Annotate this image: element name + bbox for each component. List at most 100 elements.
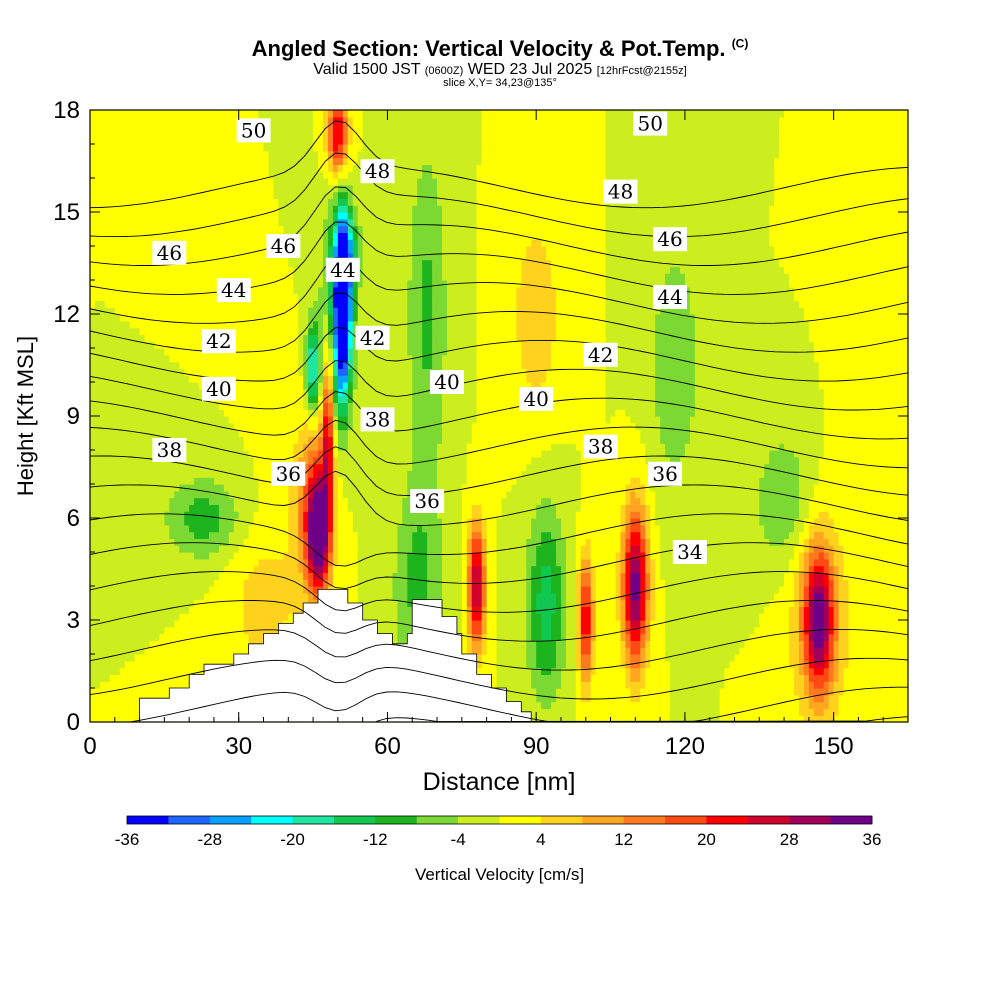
- velocity-cell: [233, 524, 240, 533]
- velocity-cell: [635, 545, 641, 553]
- velocity-cell: [556, 538, 562, 546]
- velocity-cell: [516, 599, 522, 607]
- velocity-cell: [253, 633, 260, 641]
- velocity-cell: [694, 667, 701, 675]
- velocity-cell: [233, 633, 240, 641]
- velocity-cell: [114, 558, 121, 567]
- velocity-cell: [268, 558, 275, 567]
- velocity-cell: [838, 538, 845, 546]
- velocity-cell: [665, 667, 671, 675]
- velocity-cell: [496, 654, 503, 662]
- velocity-cell: [551, 613, 557, 621]
- velocity-cell: [124, 701, 131, 709]
- velocity-cell: [456, 572, 463, 580]
- velocity-cell: [223, 599, 230, 607]
- velocity-cell: [521, 538, 527, 546]
- velocity-cell: [169, 592, 175, 601]
- velocity-cell: [94, 694, 101, 703]
- velocity-cell: [367, 545, 374, 553]
- velocity-cell: [784, 606, 790, 614]
- velocity-cell: [585, 626, 592, 635]
- velocity-cell: [903, 538, 909, 546]
- velocity-cell: [704, 708, 711, 716]
- velocity-cell: [684, 701, 691, 709]
- velocity-cell: [575, 606, 582, 614]
- velocity-cell: [843, 524, 850, 533]
- velocity-cell: [739, 599, 745, 607]
- velocity-cell: [838, 626, 845, 635]
- velocity-cell: [233, 647, 240, 655]
- velocity-cell: [689, 518, 696, 526]
- velocity-cell: [159, 579, 165, 587]
- velocity-cell: [90, 647, 96, 655]
- velocity-cell: [516, 586, 522, 594]
- velocity-cell: [769, 633, 775, 641]
- velocity-cell: [412, 586, 418, 594]
- velocity-cell: [516, 654, 522, 662]
- velocity-cell: [595, 572, 602, 580]
- velocity-cell: [218, 592, 225, 601]
- velocity-cell: [154, 592, 161, 601]
- velocity-cell: [808, 654, 815, 662]
- velocity-cell: [451, 586, 458, 594]
- velocity-cell: [565, 524, 572, 533]
- velocity-cell: [437, 531, 443, 539]
- velocity-cell: [208, 592, 215, 601]
- velocity-cell: [813, 715, 820, 723]
- velocity-cell: [531, 660, 537, 669]
- velocity-cell: [793, 654, 800, 662]
- velocity-cell: [793, 531, 800, 539]
- velocity-cell: [501, 518, 508, 526]
- velocity-cell: [679, 606, 686, 614]
- velocity-cell: [531, 647, 537, 655]
- velocity-cell: [739, 701, 745, 709]
- velocity-cell: [744, 592, 750, 601]
- velocity-cell: [154, 613, 161, 621]
- velocity-cell: [303, 572, 309, 580]
- velocity-cell: [461, 640, 468, 648]
- velocity-cell: [362, 524, 369, 533]
- velocity-cell: [769, 640, 775, 648]
- velocity-cell: [556, 694, 562, 703]
- velocity-cell: [441, 531, 448, 539]
- velocity-cell: [868, 606, 874, 614]
- velocity-cell: [625, 592, 631, 601]
- velocity-cell: [630, 633, 636, 641]
- velocity-cell: [392, 572, 398, 580]
- velocity-cell: [769, 613, 775, 621]
- velocity-cell: [546, 586, 552, 594]
- velocity-cell: [670, 613, 676, 621]
- velocity-cell: [828, 647, 835, 655]
- velocity-cell: [298, 565, 304, 573]
- velocity-cell: [764, 558, 770, 567]
- velocity-cell: [744, 613, 750, 621]
- velocity-cell: [511, 613, 517, 621]
- velocity-cell: [531, 640, 537, 648]
- velocity-cell: [397, 613, 403, 621]
- velocity-cell: [650, 518, 656, 526]
- velocity-cell: [134, 681, 141, 689]
- velocity-cell: [709, 694, 716, 703]
- velocity-cell: [204, 640, 210, 648]
- velocity-cell: [585, 667, 592, 675]
- velocity-cell: [670, 708, 676, 716]
- velocity-cell: [258, 620, 265, 628]
- velocity-cell: [660, 620, 666, 628]
- velocity-cell: [551, 715, 557, 723]
- velocity-cell: [511, 524, 517, 533]
- velocity-cell: [506, 552, 512, 560]
- velocity-cell: [476, 579, 483, 587]
- velocity-cell: [679, 518, 686, 526]
- velocity-cell: [139, 592, 146, 601]
- velocity-cell: [99, 572, 106, 580]
- velocity-cell: [580, 701, 587, 709]
- velocity-cell: [491, 613, 498, 621]
- velocity-cell: [590, 518, 597, 526]
- velocity-cell: [580, 579, 587, 587]
- velocity-cell: [501, 531, 508, 539]
- velocity-cell: [546, 538, 552, 546]
- velocity-cell: [134, 688, 141, 696]
- velocity-cell: [129, 694, 136, 703]
- velocity-cell: [466, 545, 473, 553]
- velocity-cell: [793, 592, 800, 601]
